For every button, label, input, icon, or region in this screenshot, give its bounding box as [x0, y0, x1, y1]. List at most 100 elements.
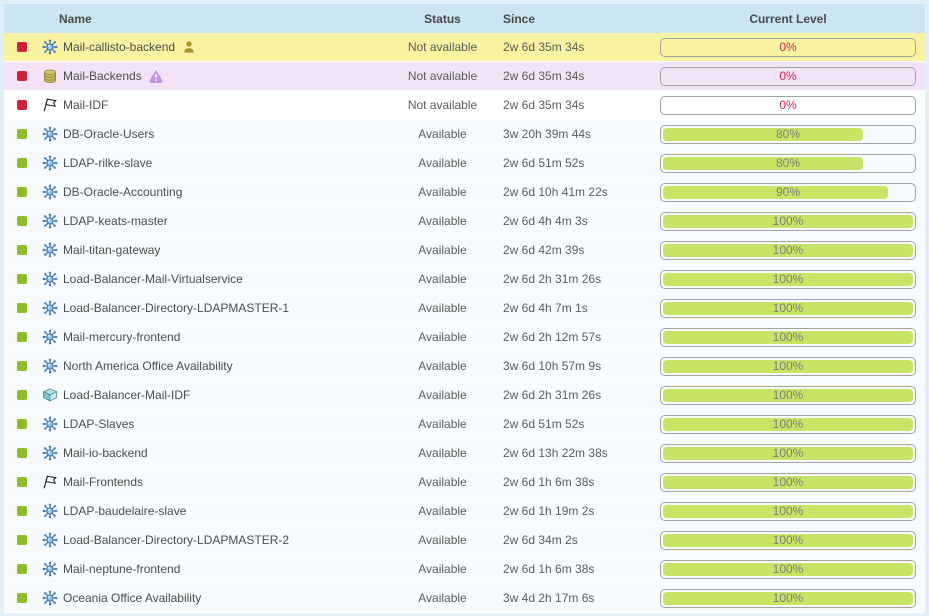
column-header-current-level[interactable]: Current Level: [749, 11, 827, 26]
current-level-bar: 100%: [660, 443, 916, 463]
table-row[interactable]: LDAP-keats-master Available 2w 6d 4h 4m …: [4, 207, 925, 236]
service-name-link[interactable]: Load-Balancer-Mail-IDF: [63, 388, 191, 402]
current-level-fill: [663, 446, 913, 460]
table-row[interactable]: Mail-Backends Not available 2w 6d 35m 34…: [4, 62, 925, 91]
service-name-link[interactable]: Mail-mercury-frontend: [63, 330, 181, 344]
current-level-bar: 100%: [660, 414, 916, 434]
service-name-link[interactable]: North America Office Availability: [63, 359, 233, 373]
table-row[interactable]: Mail-mercury-frontend Available 2w 6d 2h…: [4, 323, 925, 352]
table-row[interactable]: Oceania Office Availability Available 3w…: [4, 584, 925, 613]
since-text: 2w 6d 51m 52s: [503, 156, 585, 170]
service-name-link[interactable]: LDAP-keats-master: [63, 214, 168, 228]
status-text: Not available: [407, 69, 478, 83]
service-name-link[interactable]: Oceania Office Availability: [63, 591, 202, 605]
since-text: 3w 6d 10h 57m 9s: [503, 359, 602, 373]
status-indicator: [17, 535, 27, 545]
cluster-icon: [42, 532, 58, 548]
table-row[interactable]: North America Office Availability Availa…: [4, 352, 925, 381]
current-level-label: 100%: [772, 562, 804, 576]
since-text: 3w 4d 2h 17m 6s: [503, 591, 595, 605]
cluster-icon: [42, 271, 58, 287]
column-header-name[interactable]: Name: [59, 11, 92, 26]
cluster-icon: [42, 590, 58, 606]
status-indicator: [17, 332, 27, 342]
status-text: Available: [418, 214, 467, 228]
cluster-icon: [42, 39, 58, 55]
status-text: Available: [418, 127, 467, 141]
current-level-label: 0%: [779, 69, 797, 83]
service-name-link[interactable]: Mail-Backends: [63, 69, 142, 83]
current-level-bar: 0%: [660, 66, 916, 86]
current-level-label: 80%: [775, 156, 801, 170]
table-row[interactable]: Mail-Frontends Available 2w 6d 1h 6m 38s…: [4, 468, 925, 497]
current-level-label: 100%: [772, 533, 804, 547]
current-level-bar: 100%: [660, 472, 916, 492]
current-level-fill: [663, 301, 913, 315]
table-row[interactable]: Mail-io-backend Available 2w 6d 13h 22m …: [4, 439, 925, 468]
service-name-link[interactable]: Mail-io-backend: [63, 446, 148, 460]
table-row[interactable]: Mail-neptune-frontend Available 2w 6d 1h…: [4, 555, 925, 584]
table-row[interactable]: Load-Balancer-Mail-Virtualservice Availa…: [4, 265, 925, 294]
table-header-row: Name Status Since Current Level: [4, 4, 925, 33]
service-name-link[interactable]: Mail-neptune-frontend: [63, 562, 181, 576]
current-level-label: 0%: [779, 40, 797, 54]
service-name-link[interactable]: LDAP-rilke-slave: [63, 156, 153, 170]
status-indicator: [17, 158, 27, 168]
current-level-fill: [663, 272, 913, 286]
since-text: 2w 6d 2h 12m 57s: [503, 330, 602, 344]
status-text: Available: [418, 359, 467, 373]
current-level-label: 0%: [779, 98, 797, 112]
current-level-label: 100%: [772, 388, 804, 402]
status-text: Available: [418, 272, 467, 286]
current-level-fill: [663, 185, 888, 199]
cluster-icon: [42, 503, 58, 519]
services-table: Name Status Since Current Level Mail-cal…: [3, 3, 926, 614]
table-row[interactable]: LDAP-Slaves Available 2w 6d 51m 52s 100%: [4, 410, 925, 439]
current-level-bar: 100%: [660, 501, 916, 521]
service-name-link[interactable]: DB-Oracle-Users: [63, 127, 155, 141]
since-text: 2w 6d 13h 22m 38s: [503, 446, 608, 460]
current-level-label: 80%: [775, 127, 801, 141]
status-indicator: [17, 419, 27, 429]
service-name-link[interactable]: Mail-titan-gateway: [63, 243, 161, 257]
service-name-link[interactable]: Mail-Frontends: [63, 475, 144, 489]
status-indicator: [17, 361, 27, 371]
current-level-bar: 100%: [660, 588, 916, 608]
service-name-link[interactable]: LDAP-Slaves: [63, 417, 135, 431]
table-row[interactable]: LDAP-baudelaire-slave Available 2w 6d 1h…: [4, 497, 925, 526]
since-text: 2w 6d 35m 34s: [503, 40, 585, 54]
service-name-link[interactable]: Load-Balancer-Directory-LDAPMASTER-1: [63, 301, 290, 315]
service-name-link[interactable]: LDAP-baudelaire-slave: [63, 504, 187, 518]
status-text: Available: [418, 533, 467, 547]
since-text: 2w 6d 10h 41m 22s: [503, 185, 608, 199]
table-row[interactable]: Mail-IDF Not available 2w 6d 35m 34s 0%: [4, 91, 925, 120]
cluster-icon: [42, 213, 58, 229]
table-row[interactable]: Mail-callisto-backend Not available 2w 6…: [4, 33, 925, 62]
table-row[interactable]: DB-Oracle-Users Available 3w 20h 39m 44s…: [4, 120, 925, 149]
service-name-link[interactable]: Load-Balancer-Mail-Virtualservice: [63, 272, 243, 286]
status-indicator: [17, 593, 27, 603]
current-level-bar: 100%: [660, 269, 916, 289]
table-row[interactable]: Load-Balancer-Mail-IDF Available 2w 6d 2…: [4, 381, 925, 410]
current-level-label: 90%: [775, 185, 801, 199]
service-name-link[interactable]: Load-Balancer-Directory-LDAPMASTER-2: [63, 533, 290, 547]
since-text: 2w 6d 2h 31m 26s: [503, 272, 602, 286]
table-row[interactable]: Load-Balancer-Directory-LDAPMASTER-1 Ava…: [4, 294, 925, 323]
column-header-status[interactable]: Status: [424, 11, 461, 26]
column-header-since[interactable]: Since: [503, 11, 536, 26]
status-indicator: [17, 245, 27, 255]
service-name-link[interactable]: Mail-IDF: [63, 98, 109, 112]
table-row[interactable]: Load-Balancer-Directory-LDAPMASTER-2 Ava…: [4, 526, 925, 555]
since-text: 2w 6d 1h 19m 2s: [503, 504, 595, 518]
current-level-bar: 100%: [660, 211, 916, 231]
table-row[interactable]: DB-Oracle-Accounting Available 2w 6d 10h…: [4, 178, 925, 207]
cluster-icon: [42, 126, 58, 142]
table-row[interactable]: LDAP-rilke-slave Available 2w 6d 51m 52s…: [4, 149, 925, 178]
since-text: 2w 6d 1h 6m 38s: [503, 475, 595, 489]
current-level-label: 100%: [772, 243, 804, 257]
service-name-link[interactable]: Mail-callisto-backend: [63, 40, 176, 54]
service-name-link[interactable]: DB-Oracle-Accounting: [63, 185, 183, 199]
since-text: 2w 6d 2h 31m 26s: [503, 388, 602, 402]
table-row[interactable]: Mail-titan-gateway Available 2w 6d 42m 3…: [4, 236, 925, 265]
status-text: Available: [418, 562, 467, 576]
